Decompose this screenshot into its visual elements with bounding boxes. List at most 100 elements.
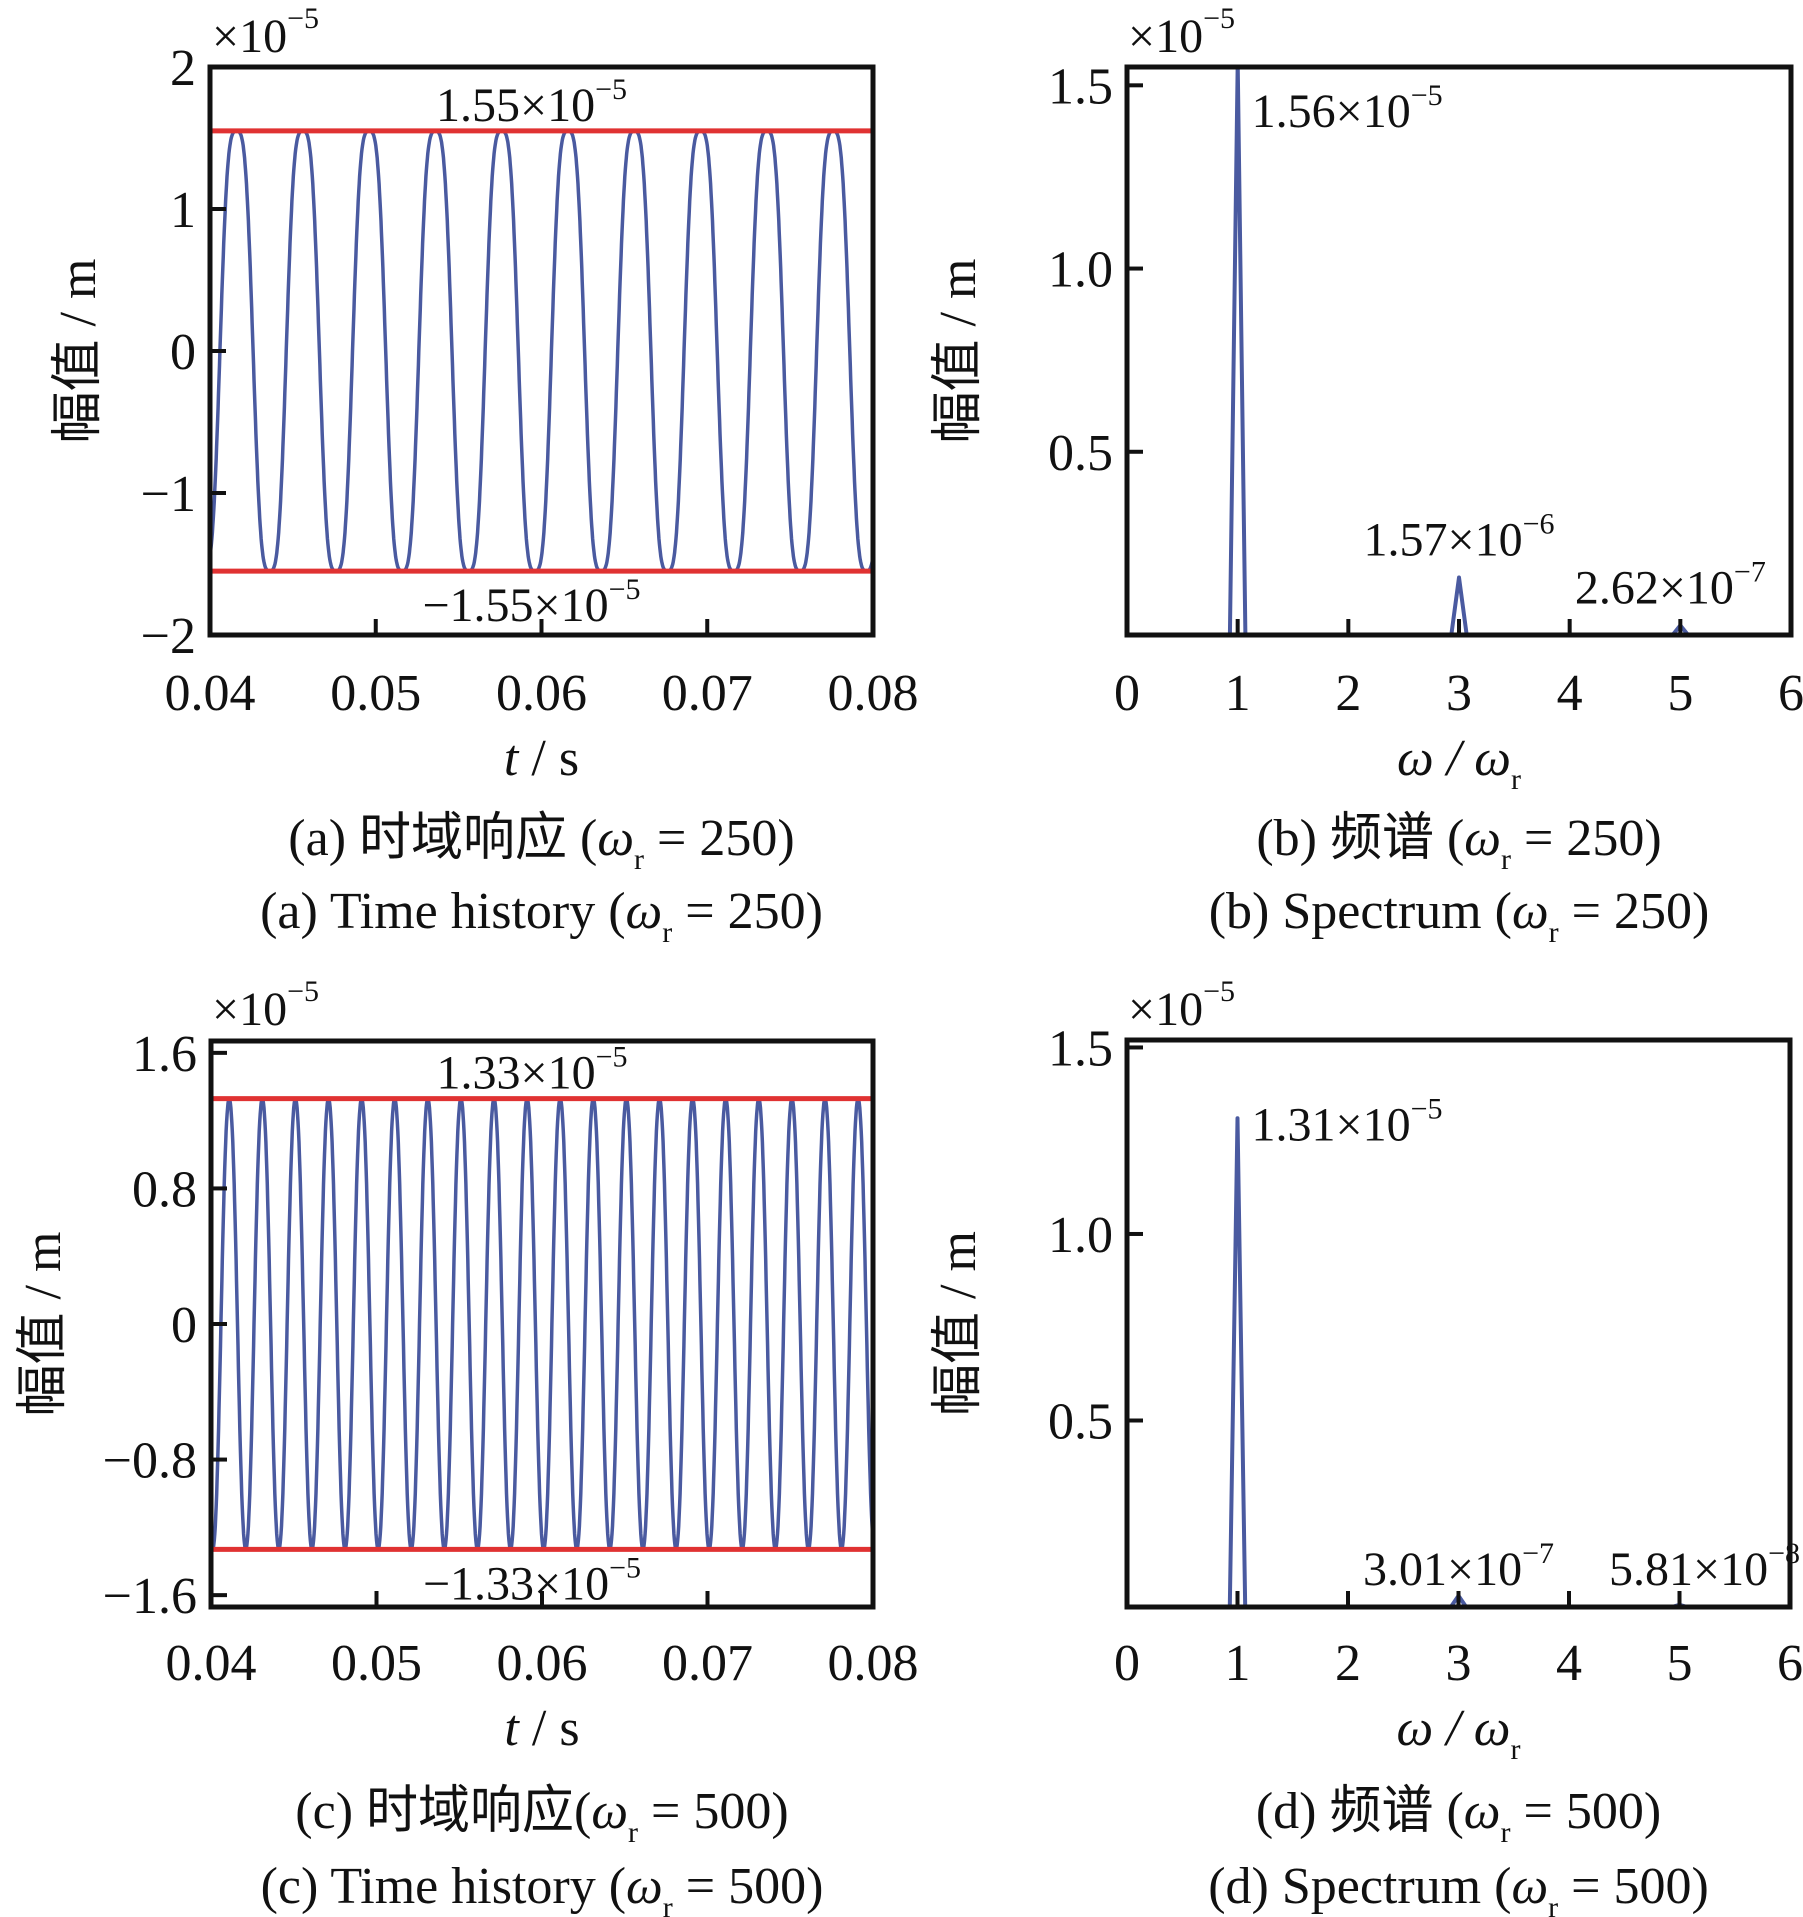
- annotation-exponent: −5: [596, 1041, 628, 1074]
- peak-mantissa: 5.81×10: [1609, 1543, 1768, 1596]
- caption-subscript: r: [634, 843, 644, 876]
- caption-prefix: (c) Time history (: [261, 1858, 626, 1915]
- y-tick-label: 0: [170, 324, 196, 381]
- peak-annotation: 1.31×10−5: [1252, 1092, 1443, 1151]
- caption-subscript: r: [1501, 1816, 1511, 1849]
- axis-multiplier: ×10−5: [1128, 975, 1235, 1036]
- x-tick-label: 0.08: [828, 1635, 919, 1692]
- peak-exponent: −5: [1411, 79, 1443, 112]
- annotation-exponent: −5: [595, 73, 627, 106]
- annotation-mantissa: −1.55×10: [422, 579, 608, 632]
- annotation-mantissa: −1.33×10: [423, 1557, 609, 1610]
- x-tick-label: 6: [1777, 1635, 1803, 1692]
- peak-annotation: 2.62×10−7: [1575, 555, 1766, 614]
- peak-annotation: 3.01×10−7: [1363, 1537, 1554, 1596]
- panel-c: 1.33×10−5−1.33×10−50.04 0.05 0.06 0.07 0.08−…: [15, 975, 919, 1917]
- spectrum-line: [1127, 1116, 1790, 1607]
- peak-annotation: 1.57×10−6: [1364, 507, 1555, 566]
- caption-chinese: (b) 频谱 (ωr = 250): [1256, 810, 1661, 876]
- x-axis-var: ω / ω: [1397, 1700, 1511, 1757]
- caption-suffix: = 250): [1559, 883, 1710, 940]
- x-tick-label: 0.07: [662, 1635, 753, 1692]
- x-tick-label: 3: [1446, 1635, 1472, 1692]
- multiplier-base: ×10: [212, 10, 287, 63]
- caption-omega: ω: [591, 1783, 628, 1840]
- bound-annotation: 1.33×10−5: [437, 1041, 628, 1100]
- caption-prefix: (a) 时域响应 (: [288, 810, 597, 867]
- y-tick-label: 1.5: [1048, 58, 1113, 115]
- x-tick-label: 0.08: [828, 665, 919, 722]
- caption-chinese: (c) 时域响应(ωr = 500): [295, 1783, 788, 1849]
- y-tick-label: 1.0: [1048, 242, 1113, 299]
- bound-annotation: −1.33×10−5: [423, 1551, 641, 1610]
- caption-chinese: (d) 频谱 (ωr = 500): [1256, 1783, 1661, 1849]
- x-tick-label: 0.07: [662, 665, 753, 722]
- caption-prefix: (b) 频谱 (: [1256, 810, 1464, 867]
- panel-b: 1.56×10−51.57×10−62.62×10−70 1 2 3 4 5 60.51.0…: [930, 2, 1803, 949]
- y-tick-label: 0.8: [132, 1161, 197, 1218]
- caption-suffix: = 500): [1511, 1783, 1662, 1840]
- multiplier-exponent: −5: [1203, 2, 1235, 35]
- y-tick-label: 1.5: [1048, 1020, 1113, 1077]
- x-tick-label: 2: [1335, 665, 1361, 722]
- y-tick-label: 1.0: [1048, 1207, 1113, 1264]
- x-axis-label: t / s: [504, 730, 579, 787]
- peak-mantissa: 2.62×10: [1575, 561, 1734, 614]
- bound-annotation: −1.55×10−5: [422, 573, 640, 632]
- x-axis-label: ω / ωr: [1397, 730, 1521, 796]
- x-axis-unit: / s: [519, 1700, 580, 1757]
- caption-omega: ω: [1511, 1858, 1548, 1915]
- x-tick-label: 1: [1225, 1635, 1251, 1692]
- caption-prefix: (d) Spectrum (: [1208, 1858, 1511, 1915]
- peak-mantissa: 3.01×10: [1363, 1543, 1522, 1596]
- y-axis-label-text: 幅值 / m: [930, 259, 987, 444]
- y-axis-label: 幅值 / m: [15, 1232, 72, 1417]
- caption-omega: ω: [1512, 883, 1549, 940]
- x-axis-label: ω / ωr: [1397, 1700, 1521, 1766]
- x-tick-label: 0.04: [166, 1635, 257, 1692]
- panel-a: 1.55×10−5−1.55×10−50.04 0.05 0.06 0.07 0.08−…: [50, 2, 919, 949]
- multiplier-exponent: −5: [1203, 975, 1235, 1008]
- peak-exponent: −8: [1768, 1537, 1800, 1570]
- peak-exponent: −7: [1734, 555, 1766, 588]
- x-tick-label: 0.06: [496, 665, 587, 722]
- x-axis-unit: / s: [518, 730, 579, 787]
- y-tick-label: 1: [170, 182, 196, 239]
- x-tick-label: 0.04: [165, 665, 256, 722]
- multiplier-exponent: −5: [287, 2, 319, 35]
- annotation-exponent: −5: [609, 573, 641, 606]
- caption-english: (b) Spectrum (ωr = 250): [1209, 883, 1710, 949]
- x-tick-label: 4: [1557, 665, 1583, 722]
- peak-exponent: −5: [1411, 1092, 1443, 1125]
- caption-prefix: (b) Spectrum (: [1209, 883, 1512, 940]
- caption-subscript: r: [1549, 916, 1559, 949]
- plot-frame: [1124, 1037, 1793, 1610]
- caption-suffix: = 250): [672, 883, 823, 940]
- x-tick-label: 0: [1114, 665, 1140, 722]
- x-tick-label: 0.05: [330, 665, 421, 722]
- signal-line: [211, 1097, 873, 1551]
- peak-annotation: 5.81×10−8: [1609, 1537, 1800, 1596]
- peak-mantissa: 1.56×10: [1252, 85, 1411, 138]
- caption-omega: ω: [1464, 1783, 1501, 1840]
- x-tick-label: 5: [1667, 1635, 1693, 1692]
- caption-omega: ω: [626, 1858, 663, 1915]
- caption-subscript: r: [662, 916, 672, 949]
- x-tick-label: 1: [1225, 665, 1251, 722]
- caption-suffix: = 250): [1511, 810, 1662, 867]
- y-tick-label: −1: [141, 466, 196, 523]
- x-axis-var: ω / ω: [1397, 730, 1511, 787]
- x-tick-label: 5: [1667, 665, 1693, 722]
- y-tick-label: 2: [170, 40, 196, 97]
- y-tick-label: 0.5: [1048, 425, 1113, 482]
- caption-subscript: r: [628, 1816, 638, 1849]
- caption-prefix: (c) 时域响应(: [295, 1783, 591, 1840]
- caption-suffix: = 250): [644, 810, 795, 867]
- x-tick-label: 2: [1335, 1635, 1361, 1692]
- y-axis-label-text: 幅值 / m: [930, 1231, 987, 1416]
- peak-mantissa: 1.57×10: [1364, 513, 1523, 566]
- x-axis-var: t: [504, 730, 520, 787]
- x-tick-label: 0.05: [331, 1635, 422, 1692]
- x-tick-label: 0: [1114, 1635, 1140, 1692]
- peak-mantissa: 1.31×10: [1252, 1098, 1411, 1151]
